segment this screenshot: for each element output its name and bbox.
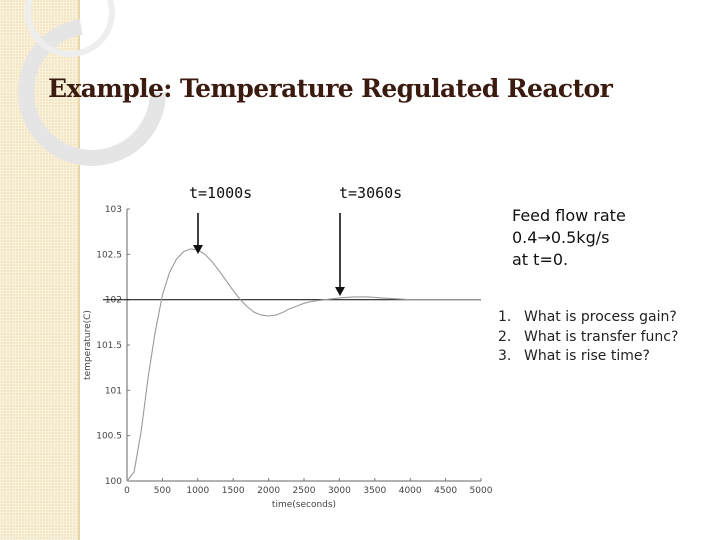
feed-note-line: at t=0.	[512, 250, 569, 269]
x-tick-label: 500	[154, 486, 171, 496]
arrow-t3060-head	[335, 287, 345, 296]
feed-note: Feed flow rate 0.4→0.5kg/s at t=0.	[512, 205, 626, 271]
y-axis-label: temperature(C)	[83, 310, 93, 380]
question-text: What is process gain?	[524, 309, 677, 325]
question-item: 3. What is rise time?	[498, 347, 678, 367]
annotation-t3060: t=3060s	[339, 184, 403, 202]
x-tick-label: 2500	[293, 486, 316, 496]
x-tick-label: 5000	[470, 486, 493, 496]
x-tick-label: 2000	[257, 486, 280, 496]
question-number: 3.	[498, 348, 512, 364]
question-item: 1. What is process gain?	[498, 308, 678, 328]
y-tick-label: 102	[105, 296, 122, 306]
x-tick-label: 4000	[399, 486, 422, 496]
question-number: 2.	[498, 328, 512, 345]
question-number: 1.	[498, 309, 512, 325]
question-text: What is transfer func?	[524, 328, 679, 345]
annotation-t1000: t=1000s	[189, 184, 253, 202]
question-text: What is rise time?	[524, 348, 650, 364]
x-tick-label: 1500	[222, 486, 245, 496]
slide-title: Example: Temperature Regulated Reactor	[48, 74, 613, 103]
arrow-t1000-head	[193, 245, 203, 254]
x-tick-label: 0	[124, 486, 130, 496]
x-axis-label: time(seconds)	[272, 500, 336, 510]
y-tick-label: 100.5	[96, 432, 122, 442]
side-band-edge	[78, 0, 80, 540]
decorative-rings	[18, 0, 166, 166]
feed-note-line: 0.4→0.5kg/s	[512, 228, 610, 247]
y-tick-label: 102.5	[96, 250, 122, 260]
x-tick-label: 4500	[434, 486, 457, 496]
y-tick-label: 100	[105, 477, 122, 487]
question-list: 1. What is process gain? 2. What is transf…	[498, 308, 678, 367]
x-tick-label: 3500	[363, 486, 386, 496]
x-tick-label: 3000	[328, 486, 351, 496]
y-tick-label: 101	[105, 386, 122, 396]
x-tick-label: 1000	[186, 486, 209, 496]
question-item: 2. What is transfer func?	[498, 328, 678, 348]
series-line	[126, 248, 481, 482]
y-tick-label: 101.5	[96, 341, 122, 351]
decorative-side-band	[0, 0, 78, 540]
y-tick-label: 103	[105, 205, 122, 215]
feed-note-line: Feed flow rate	[512, 206, 626, 225]
